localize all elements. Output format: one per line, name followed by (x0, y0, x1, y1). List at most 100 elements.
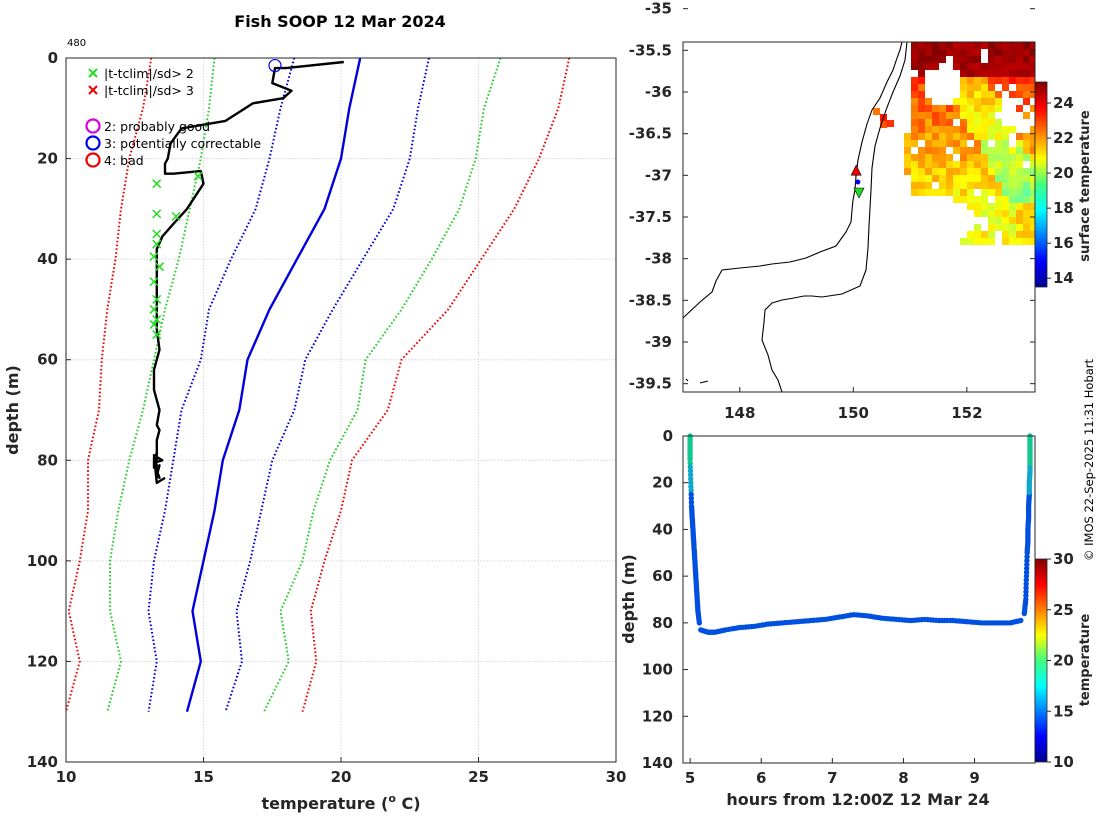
sst-cell (925, 189, 932, 196)
sst-cell (932, 126, 939, 133)
map-colorbar-ticks: 14 16 18 20 22 24 (1047, 94, 1074, 287)
sst-cell (967, 231, 974, 238)
sst-cell (946, 154, 953, 161)
sst-cell (1023, 140, 1030, 147)
sst-cell (967, 175, 974, 182)
sst-cell (925, 126, 932, 133)
depth-point (1023, 596, 1029, 603)
sst-cell (981, 210, 988, 217)
sst-cell (953, 196, 960, 203)
sst-cell (960, 49, 967, 56)
sst-cell (953, 161, 960, 168)
sst-cell (904, 154, 911, 161)
sst-cell (981, 147, 988, 154)
flag-sd2-marker (152, 239, 162, 249)
sst-cell (960, 84, 967, 91)
sst-cell (1023, 203, 1030, 210)
sst-cell (974, 154, 981, 161)
sst-cell (995, 126, 1002, 133)
sst-cell (1009, 203, 1016, 210)
sst-cell (925, 147, 932, 154)
sst-cell (911, 98, 918, 105)
sst-cell (974, 126, 981, 133)
drop-id: 480 (67, 38, 86, 49)
map-x-tick-label: 148 (724, 404, 755, 422)
depth-point (688, 480, 694, 486)
sst-cell (967, 168, 974, 175)
sst-cell (974, 77, 981, 84)
sst-cell (1030, 91, 1035, 98)
sst-cell (1009, 217, 1016, 224)
sst-cell (960, 182, 967, 189)
flag-sd2-marker (152, 314, 162, 325)
sst-cell (1016, 238, 1023, 245)
sst-cell (953, 98, 960, 105)
sst-cell (988, 70, 995, 77)
sst-cell (988, 63, 995, 70)
td-y-tick-label: 120 (642, 707, 673, 725)
td-colorbar-tick-label: 15 (1053, 702, 1074, 720)
time-depth-y-label: depth (m) (619, 554, 638, 644)
sst-cell (1002, 63, 1009, 70)
sst-cell (1030, 224, 1035, 231)
sst-cell (918, 119, 925, 126)
sst-cell (974, 231, 981, 238)
sst-cell (946, 182, 953, 189)
sst-cell (1030, 84, 1035, 91)
sst-cell (1002, 210, 1009, 217)
sst-cell (880, 121, 887, 128)
time-depth-points (687, 433, 1033, 635)
sst-cell (1002, 175, 1009, 182)
sst-cell (974, 63, 981, 70)
legend-item: |t-tclim|/sd> 3 (88, 83, 194, 98)
sst-cell (995, 189, 1002, 196)
sst-cell (967, 56, 974, 63)
sst-cell (988, 133, 995, 140)
y-axis-label: depth (m) (3, 365, 22, 455)
flag-stroke (149, 277, 159, 287)
depth-point (1024, 554, 1030, 560)
sst-cell (988, 98, 995, 105)
colorbar-tick-label: 18 (1053, 199, 1074, 217)
sst-cell (1016, 161, 1023, 168)
sst-cell (1002, 189, 1009, 196)
sst-cell (1009, 147, 1016, 154)
sst-cell (925, 175, 932, 182)
sst-cell (1023, 42, 1030, 49)
y-tick-label: 0 (48, 49, 58, 67)
depth-point (1018, 617, 1024, 624)
sst-cell (988, 49, 995, 56)
sst-cell (1002, 182, 1009, 189)
sst-cell (988, 217, 995, 224)
sst-cell (918, 105, 925, 112)
sst-cell (918, 63, 925, 70)
sst-cell (967, 119, 974, 126)
sst-cell (988, 77, 995, 84)
sst-cell (946, 112, 953, 119)
sst-cell (1016, 217, 1023, 224)
td-y-tick-label: 40 (652, 520, 673, 538)
sst-cell (918, 147, 925, 154)
depth-point (687, 456, 693, 463)
drop-location-markers (850, 164, 865, 199)
flag-stroke (152, 314, 162, 325)
map-ticks: 148 150 152 -35 -35.5 -36 -36.5 -37 -37.5 -38 -38.… (629, 0, 1035, 422)
clim-line-clim-1sd (147, 58, 296, 712)
sst-cell (1023, 217, 1030, 224)
sst-cell (995, 182, 1002, 189)
td-y-tick-label: 20 (652, 474, 673, 492)
legend-circle (85, 118, 101, 134)
sst-cell (960, 77, 967, 84)
td-x-tick-label: 8 (898, 769, 908, 787)
flag-stroke (154, 262, 165, 272)
sst-cell (1016, 182, 1023, 189)
sst-cell (1002, 133, 1009, 140)
sst-cell (1009, 231, 1016, 238)
sst-cell (981, 231, 988, 238)
sst-cell (1030, 238, 1035, 245)
td-y-tick-label: 100 (642, 661, 673, 679)
sst-cell (932, 56, 939, 63)
sst-cell (967, 98, 974, 105)
flag-stroke (152, 239, 162, 249)
sst-cell (918, 175, 925, 182)
